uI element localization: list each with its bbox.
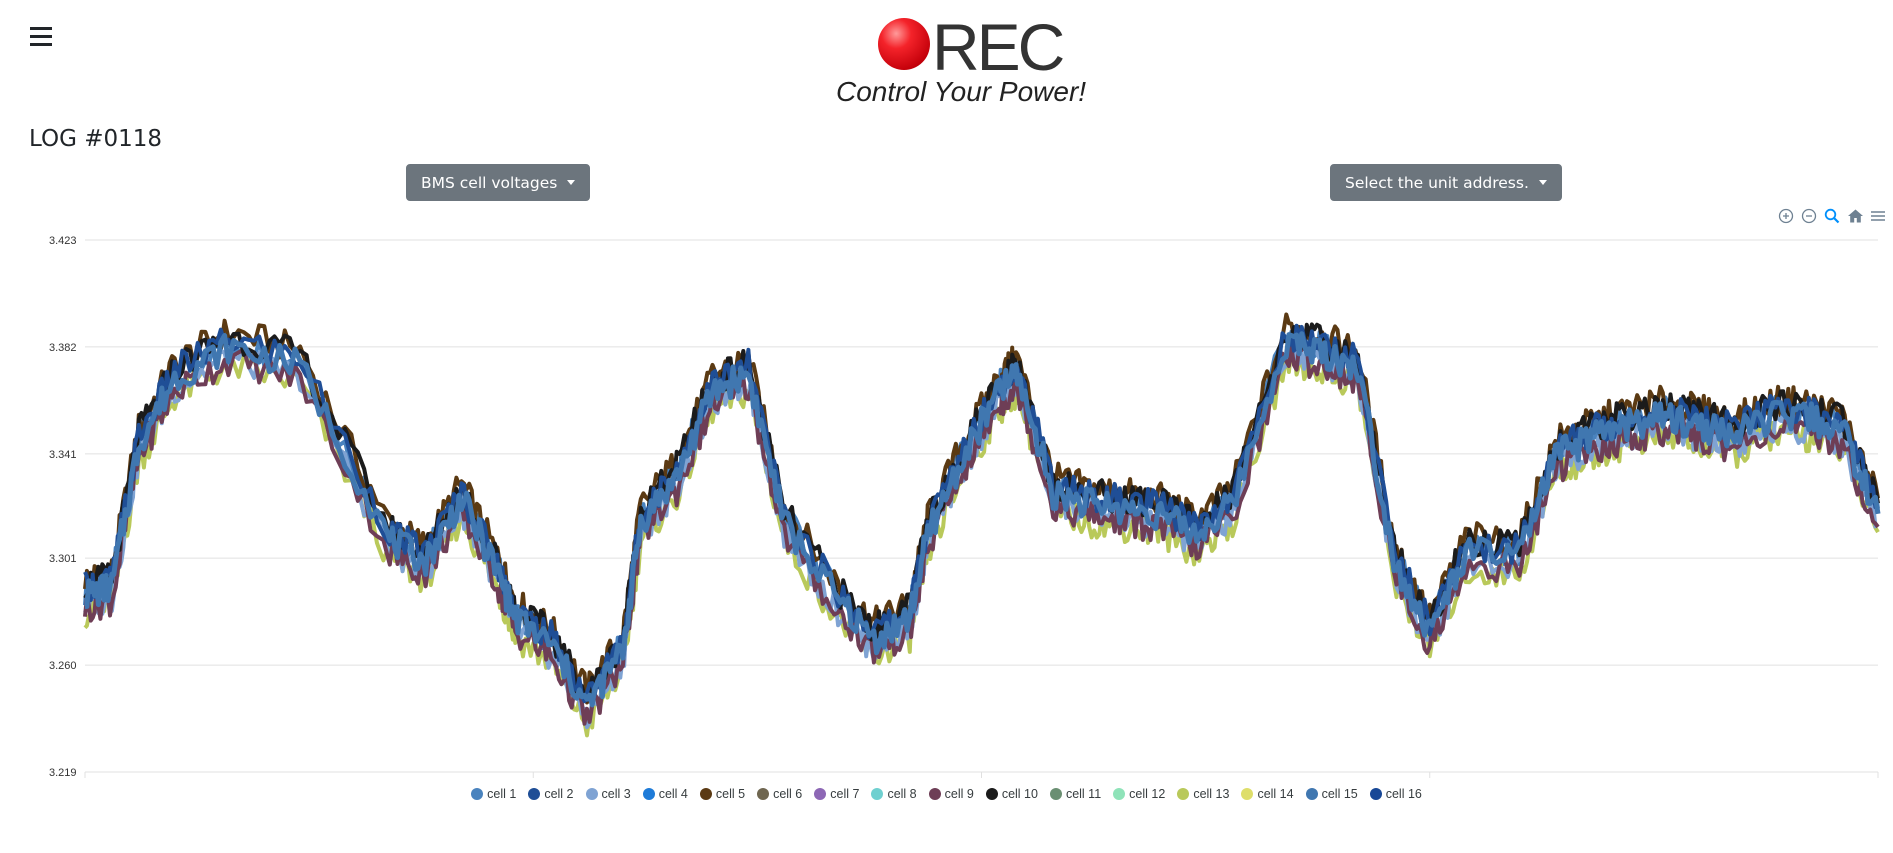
legend-label: cell 9 (944, 787, 974, 801)
log-title: LOG #0118 (29, 126, 163, 152)
y-tick-label: 3.382 (49, 342, 77, 354)
legend-item[interactable]: cell 3 (585, 787, 631, 801)
unit-address-dropdown-label: Select the unit address. (1345, 173, 1529, 192)
legend-marker-icon (471, 788, 484, 800)
legend-label: cell 7 (830, 787, 860, 801)
series-line-cell-10 (83, 322, 1880, 703)
series-line-cell-15 (84, 331, 1881, 708)
legend-label: cell 14 (1257, 787, 1294, 801)
legend-item[interactable]: cell 12 (1113, 787, 1165, 801)
legend-label: cell 10 (1001, 787, 1038, 801)
y-tick-label: 3.260 (49, 660, 77, 672)
legend-marker-icon (1177, 788, 1190, 800)
legend-label: cell 13 (1193, 787, 1230, 801)
chart-legend: cell 1 cell 2 cell 3 cell 4 cell 5 cell 6 cell… (0, 787, 1893, 801)
caret-down-icon (567, 180, 576, 185)
legend-marker-icon (642, 788, 655, 800)
legend-item[interactable]: cell 11 (1049, 787, 1102, 801)
rec-logo: REC Control Your Power! (830, 8, 1090, 108)
legend-label: cell 1 (487, 787, 517, 801)
legend-item[interactable]: cell 2 (528, 787, 574, 801)
legend-item[interactable]: cell 7 (814, 787, 859, 801)
y-tick-label: 3.423 (49, 235, 77, 247)
chart-series (83, 312, 1881, 738)
legend-marker-icon (928, 788, 941, 800)
chart-grid (84, 239, 1879, 778)
legend-item[interactable]: cell 8 (871, 787, 917, 801)
chart-toolbar (1776, 205, 1888, 227)
legend-marker-icon (528, 788, 541, 800)
legend-label: cell 5 (715, 787, 746, 801)
legend-item[interactable]: cell 4 (642, 787, 688, 801)
legend-marker-icon (1049, 788, 1062, 800)
legend-item[interactable]: cell 13 (1177, 787, 1229, 801)
legend-label: cell 2 (544, 787, 574, 801)
menu-icon[interactable] (1868, 205, 1888, 227)
caret-down-icon (1538, 180, 1547, 185)
y-tick-label: 3.219 (49, 767, 77, 779)
legend-marker-icon (871, 788, 884, 800)
logo-tagline: Control Your Power! (836, 76, 1087, 107)
series-line-cell-5 (83, 312, 1880, 705)
legend-item[interactable]: cell 16 (1369, 787, 1422, 801)
legend-item[interactable]: cell 6 (757, 787, 802, 801)
legend-label: cell 15 (1321, 787, 1358, 801)
y-tick-label: 3.301 (49, 553, 77, 565)
data-type-dropdown[interactable]: BMS cell voltages (406, 164, 591, 201)
series-line-cell-1 (83, 329, 1880, 711)
legend-marker-icon (985, 788, 998, 800)
logo-text: REC (932, 10, 1065, 84)
legend-marker-icon (585, 788, 598, 800)
legend-item[interactable]: cell 14 (1241, 787, 1294, 801)
legend-item[interactable]: cell 1 (471, 787, 516, 801)
legend-item[interactable]: cell 5 (699, 787, 746, 801)
legend-label: cell 8 (887, 787, 917, 801)
legend-marker-icon (1369, 788, 1382, 800)
legend-label: cell 12 (1129, 787, 1166, 801)
legend-marker-icon (1241, 788, 1254, 800)
logo-ball-icon (878, 18, 930, 70)
legend-item[interactable]: cell 15 (1305, 787, 1358, 801)
home-icon[interactable] (1845, 205, 1865, 227)
y-tick-label: 3.341 (49, 449, 77, 461)
legend-marker-icon (757, 788, 770, 800)
hamburger-menu-button[interactable] (28, 22, 58, 52)
zoom-in-icon[interactable] (1776, 205, 1796, 227)
legend-marker-icon (1305, 788, 1318, 800)
legend-label: cell 6 (773, 787, 803, 801)
legend-label: cell 11 (1065, 787, 1102, 801)
legend-marker-icon (814, 788, 827, 800)
series-line-cell-2 (83, 323, 1879, 704)
legend-item[interactable]: cell 10 (985, 787, 1038, 801)
y-axis: 3.423 3.382 3.341 3.301 3.260 3.219 (49, 235, 77, 779)
legend-marker-icon (1113, 788, 1126, 800)
cell-voltage-chart: 3.423 3.382 3.341 3.301 3.260 3.219 (49, 235, 1881, 779)
zoom-select-icon[interactable] (1822, 205, 1842, 227)
legend-item[interactable]: cell 9 (928, 787, 974, 801)
legend-label: cell 3 (601, 787, 631, 801)
data-type-dropdown-label: BMS cell voltages (421, 173, 558, 192)
legend-label: cell 16 (1385, 787, 1422, 801)
zoom-out-icon[interactable] (1799, 205, 1819, 227)
unit-address-dropdown[interactable]: Select the unit address. (1330, 164, 1562, 201)
legend-label: cell 4 (658, 787, 688, 801)
legend-marker-icon (699, 788, 712, 800)
